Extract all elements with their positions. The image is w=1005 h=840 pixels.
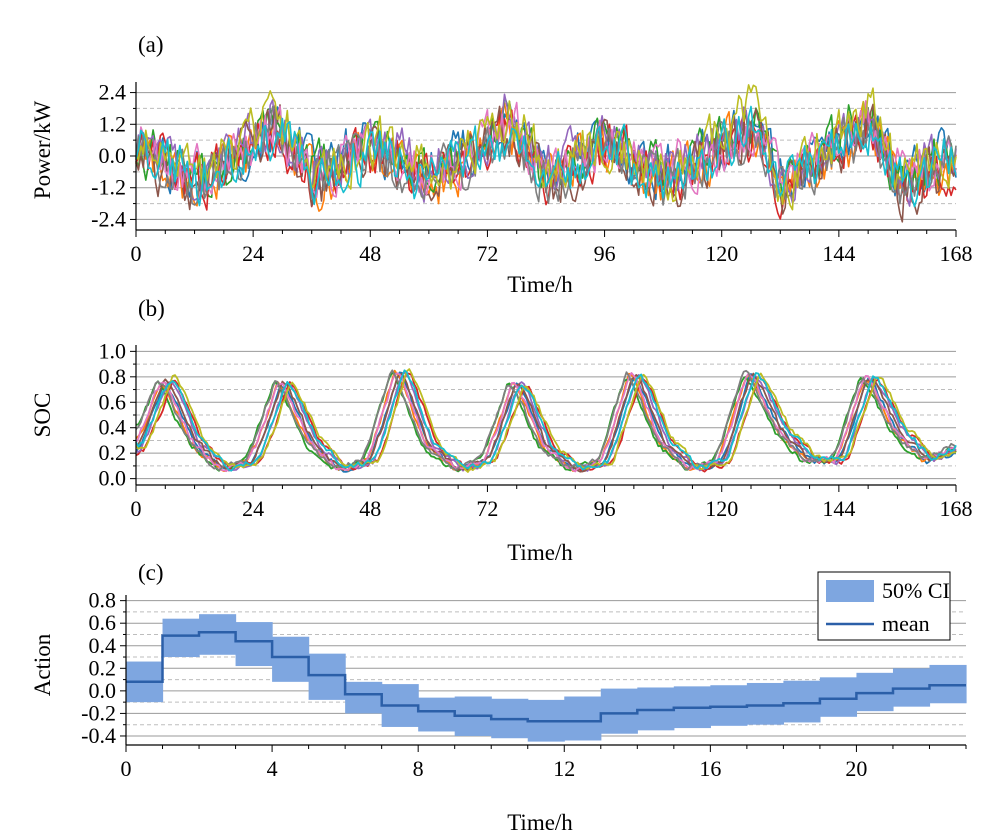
y-tick-label: -1.2 xyxy=(91,175,126,200)
y-tick-label: 0.6 xyxy=(99,389,127,414)
x-tick-label: 8 xyxy=(413,756,424,781)
x-tick-label: 120 xyxy=(705,241,738,266)
x-tick-label: 48 xyxy=(359,241,381,266)
x-tick-label: 168 xyxy=(940,496,973,521)
x-tick-label: 12 xyxy=(553,756,575,781)
y-tick-label: 0.4 xyxy=(89,633,117,658)
y-tick-label: 0.0 xyxy=(99,143,127,168)
ci-band-segment xyxy=(600,688,638,734)
x-tick-label: 0 xyxy=(121,756,132,781)
panel-a-power: (a) -2.4-1.20.01.22.40 24 48 72 96 120 144 168 … xyxy=(30,32,973,297)
x-tick-label: 168 xyxy=(940,241,973,266)
x-tick-label: 120 xyxy=(705,496,738,521)
legend-ci-swatch xyxy=(826,580,874,602)
panel-c-mean-line xyxy=(126,630,966,723)
ci-band-segment xyxy=(162,618,200,658)
x-tick-label: 144 xyxy=(822,241,855,266)
power-trace-10 xyxy=(135,105,957,208)
y-tick-label: 0.8 xyxy=(89,588,117,613)
panel-c-label: (c) xyxy=(138,560,164,585)
y-tick-label: 2.4 xyxy=(99,80,127,105)
x-tick-label: 16 xyxy=(699,756,721,781)
ci-band-segment xyxy=(199,614,237,655)
x-tick-label: 4 xyxy=(267,756,278,781)
y-tick-label: 0.0 xyxy=(89,678,117,703)
soc-trace-6 xyxy=(135,372,957,473)
y-tick-label: 0.6 xyxy=(89,610,117,635)
x-tick-label: 96 xyxy=(594,496,616,521)
x-tick-label: 0 xyxy=(131,241,142,266)
ci-band-segment xyxy=(819,677,858,717)
x-tick-label: 24 xyxy=(242,496,264,521)
y-tick-label: 0.2 xyxy=(99,440,127,465)
ci-band-segment xyxy=(783,680,821,723)
ci-band-segment xyxy=(746,682,784,725)
ci-band-segment xyxy=(235,622,273,667)
x-tick-label: 24 xyxy=(242,241,264,266)
x-tick-label: 0 xyxy=(131,496,142,521)
y-tick-label: 1.0 xyxy=(99,338,127,363)
panel-a-label: (a) xyxy=(138,32,164,57)
soc-trace-10 xyxy=(135,369,957,472)
ci-band-segment xyxy=(345,681,383,714)
y-tick-label: 1.2 xyxy=(99,111,127,136)
panel-b-xlabel: Time/h xyxy=(507,540,573,565)
ci-band-segment xyxy=(564,696,602,741)
panel-a-axes: -2.4 -1.2 0.0 1.2 2.4 0 24 48 72 96 120 144 168 xyxy=(91,80,972,266)
panel-c-axes: -0.4-0.20.00.20.40.60.8 0 4 8 12 16 20 xyxy=(81,588,967,781)
y-tick-label: 0.4 xyxy=(99,415,127,440)
panel-c-legend: 50% CI mean xyxy=(817,571,951,641)
y-tick-label: -2.4 xyxy=(91,206,126,231)
panel-b-soc: (b) 0.00.20.40.60.81.0 0 24 48 72 96 120 144 168… xyxy=(30,296,973,565)
x-tick-label: 20 xyxy=(845,756,867,781)
panel-a-series xyxy=(135,84,957,223)
x-tick-label: 144 xyxy=(822,496,855,521)
panel-b-label: (b) xyxy=(138,296,165,321)
soc-trace-9 xyxy=(135,368,957,473)
panel-c-action: (c) -0.4-0.20.00.20.40.60.8 0 4 8 12 16 20 50%… xyxy=(30,560,967,835)
y-tick-label: -0.4 xyxy=(81,723,116,748)
x-tick-label: 48 xyxy=(359,496,381,521)
ci-band-segment xyxy=(272,636,310,682)
panel-a-xlabel: Time/h xyxy=(507,272,573,297)
y-tick-label: 0.8 xyxy=(99,364,127,389)
y-tick-label: 0.0 xyxy=(99,466,127,491)
y-tick-label: 0.2 xyxy=(89,655,117,680)
x-tick-label: 72 xyxy=(476,241,498,266)
ci-band-segment xyxy=(308,653,346,700)
ci-band-segment xyxy=(418,697,456,732)
panel-c-ylabel: Action xyxy=(30,633,55,696)
legend-ci-label: 50% CI xyxy=(882,578,950,603)
panel-b-axes: 0.00.20.40.60.81.0 0 24 48 72 96 120 144 168 xyxy=(99,338,973,521)
legend-mean-label: mean xyxy=(882,611,930,636)
panel-b-series xyxy=(135,368,957,473)
power-trace-7 xyxy=(135,100,957,199)
panel-b-ylabel: SOC xyxy=(30,393,55,438)
x-tick-label: 96 xyxy=(594,241,616,266)
panel-c-xlabel: Time/h xyxy=(507,810,573,835)
panel-a-ylabel: Power/kW xyxy=(30,101,55,200)
mean-step-line xyxy=(126,630,966,723)
y-tick-label: -0.2 xyxy=(81,700,116,725)
x-tick-label: 72 xyxy=(476,496,498,521)
soc-trace-7 xyxy=(135,371,957,473)
power-trace-8 xyxy=(135,105,957,206)
